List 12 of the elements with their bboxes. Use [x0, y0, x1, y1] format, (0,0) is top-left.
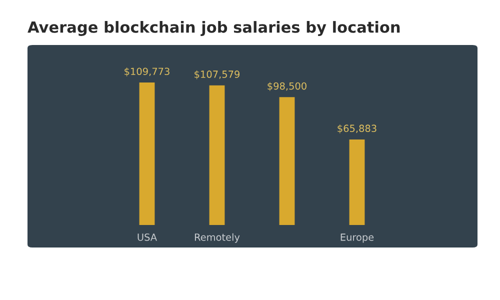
x-tick-label: Europe [340, 234, 374, 243]
data-label: $109,773 [124, 68, 170, 76]
x-tick-label: Remotely [194, 233, 240, 243]
data-label: $65,883 [338, 124, 376, 134]
bar [209, 85, 225, 225]
chart-title: Average blockchain job salaries by location [28, 21, 400, 36]
bar [139, 82, 155, 225]
data-label: $107,579 [194, 70, 240, 80]
bar [279, 97, 295, 225]
x-tick-label: USA [138, 234, 157, 241]
bar [349, 139, 365, 225]
data-label: $98,500 [268, 82, 306, 91]
